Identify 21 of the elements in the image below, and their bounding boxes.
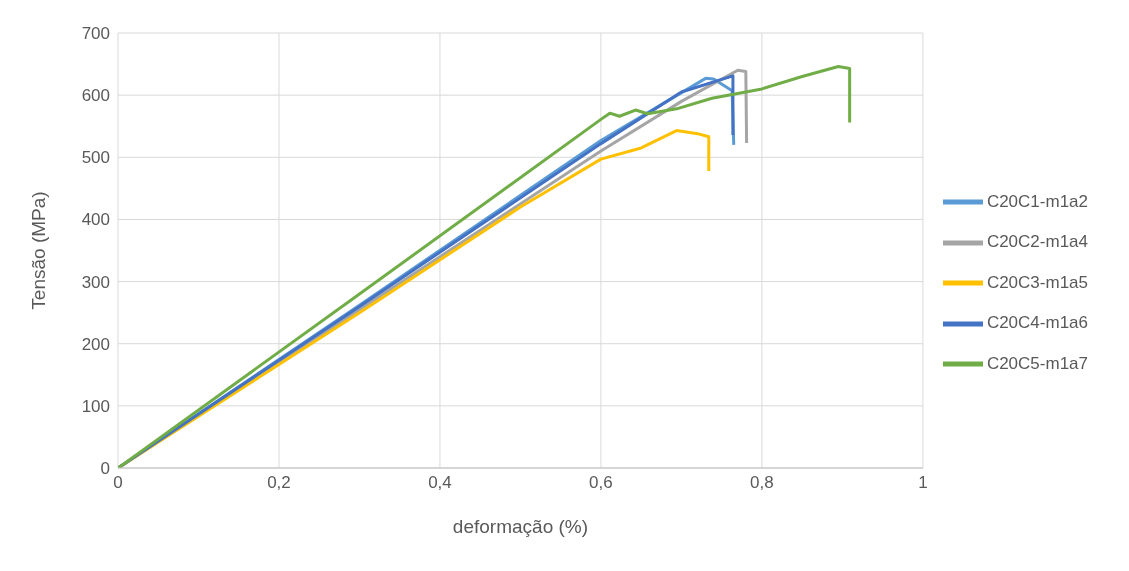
legend-label: C20C1-m1a2 xyxy=(986,191,1088,211)
legend-label: C20C2-m1a4 xyxy=(986,232,1088,252)
x-tick-label: 0,8 xyxy=(750,473,774,493)
y-tick-label: 0 xyxy=(100,459,110,479)
y-tick-label: 200 xyxy=(81,334,110,354)
y-tick-label: 100 xyxy=(81,396,110,416)
y-axis-title: Tensão (MPa) xyxy=(27,191,49,310)
x-tick-label: 0,4 xyxy=(428,473,452,493)
y-tick-label: 300 xyxy=(81,272,110,292)
legend-label: C20C3-m1a5 xyxy=(986,272,1088,292)
legend-label: C20C4-m1a6 xyxy=(986,313,1088,333)
y-tick-label: 500 xyxy=(81,148,110,168)
x-tick-label: 0 xyxy=(113,473,123,493)
y-tick-label: 700 xyxy=(81,24,110,44)
x-axis-title: deformação (%) xyxy=(452,516,589,537)
x-tick-label: 0,6 xyxy=(589,473,613,493)
legend-label: C20C5-m1a7 xyxy=(986,353,1088,373)
y-tick-label: 600 xyxy=(81,86,110,106)
x-tick-label: 0,2 xyxy=(267,473,291,493)
x-tick-label: 1 xyxy=(918,473,928,493)
y-tick-label: 400 xyxy=(81,210,110,230)
